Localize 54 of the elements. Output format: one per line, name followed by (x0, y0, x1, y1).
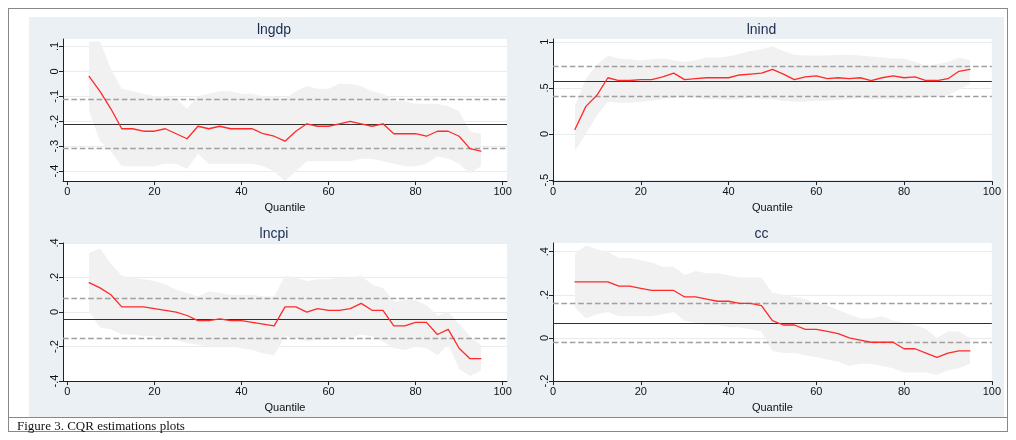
x-tick-label: 80 (897, 384, 911, 397)
x-tick-label: 0 (64, 184, 71, 197)
x-tick-label: 0 (64, 384, 71, 397)
y-tick-label: -.3 (47, 139, 60, 153)
y-tick-label: -.1 (47, 89, 60, 103)
y-tick-label: -.2 (47, 340, 60, 353)
y-tick-label: .4 (537, 247, 550, 257)
x-tick-label: 60 (322, 384, 335, 397)
x-tick-label: 100 (493, 184, 512, 197)
caption: Figure 3. CQR estimations plots (17, 418, 185, 433)
y-tick-label: 0 (47, 68, 60, 75)
y-tick-label: -.2 (47, 114, 60, 128)
x-axis-title: Quantile (751, 200, 793, 213)
y-tick-label: 1 (537, 38, 550, 45)
line-series (88, 75, 482, 152)
y-tick-label: .2 (537, 290, 550, 300)
line-series (574, 281, 971, 359)
x-tick-label: 80 (409, 384, 422, 397)
x-tick-label: 20 (148, 184, 161, 197)
y-tick-label: 0 (537, 334, 550, 342)
y-tick-label: .1 (47, 41, 60, 52)
x-tick-label: 40 (235, 384, 248, 397)
y-tick-label: -.4 (47, 374, 60, 388)
x-tick-label: 60 (810, 184, 823, 197)
x-tick-label: 60 (810, 384, 823, 397)
y-tick-label: -.5 (537, 173, 550, 187)
x-axis-title: Quantile (751, 400, 793, 413)
chart-title: lncpi (259, 225, 289, 241)
chart-title: lnind (746, 21, 777, 37)
x-tick-label: 80 (897, 184, 911, 197)
x-tick-label: 40 (235, 184, 248, 197)
x-tick-label: 20 (634, 384, 647, 397)
x-tick-label: 40 (722, 384, 735, 397)
x-tick-label: 80 (409, 184, 422, 197)
y-tick-label: .2 (47, 272, 60, 283)
x-tick-label: 60 (322, 184, 335, 197)
x-tick-label: 100 (982, 184, 1001, 197)
line-series (88, 282, 482, 360)
y-tick-label: -.4 (47, 164, 60, 178)
y-tick-label: -.2 (537, 374, 550, 388)
y-tick-label: 0 (537, 130, 550, 138)
x-axis-title: Quantile (264, 400, 306, 413)
x-axis-title: Quantile (264, 200, 306, 213)
chart-title: cc (754, 225, 769, 241)
y-tick-label: .4 (47, 238, 60, 248)
line-series (574, 68, 971, 131)
x-tick-label: 100 (493, 384, 512, 397)
chart-title: lngdp (256, 21, 292, 37)
x-tick-label: 20 (148, 384, 161, 397)
x-tick-label: 100 (982, 384, 1001, 397)
y-tick-label: .5 (537, 83, 550, 93)
x-tick-label: 20 (634, 184, 647, 197)
x-tick-label: 40 (722, 184, 735, 197)
y-tick-label: 0 (47, 308, 60, 316)
